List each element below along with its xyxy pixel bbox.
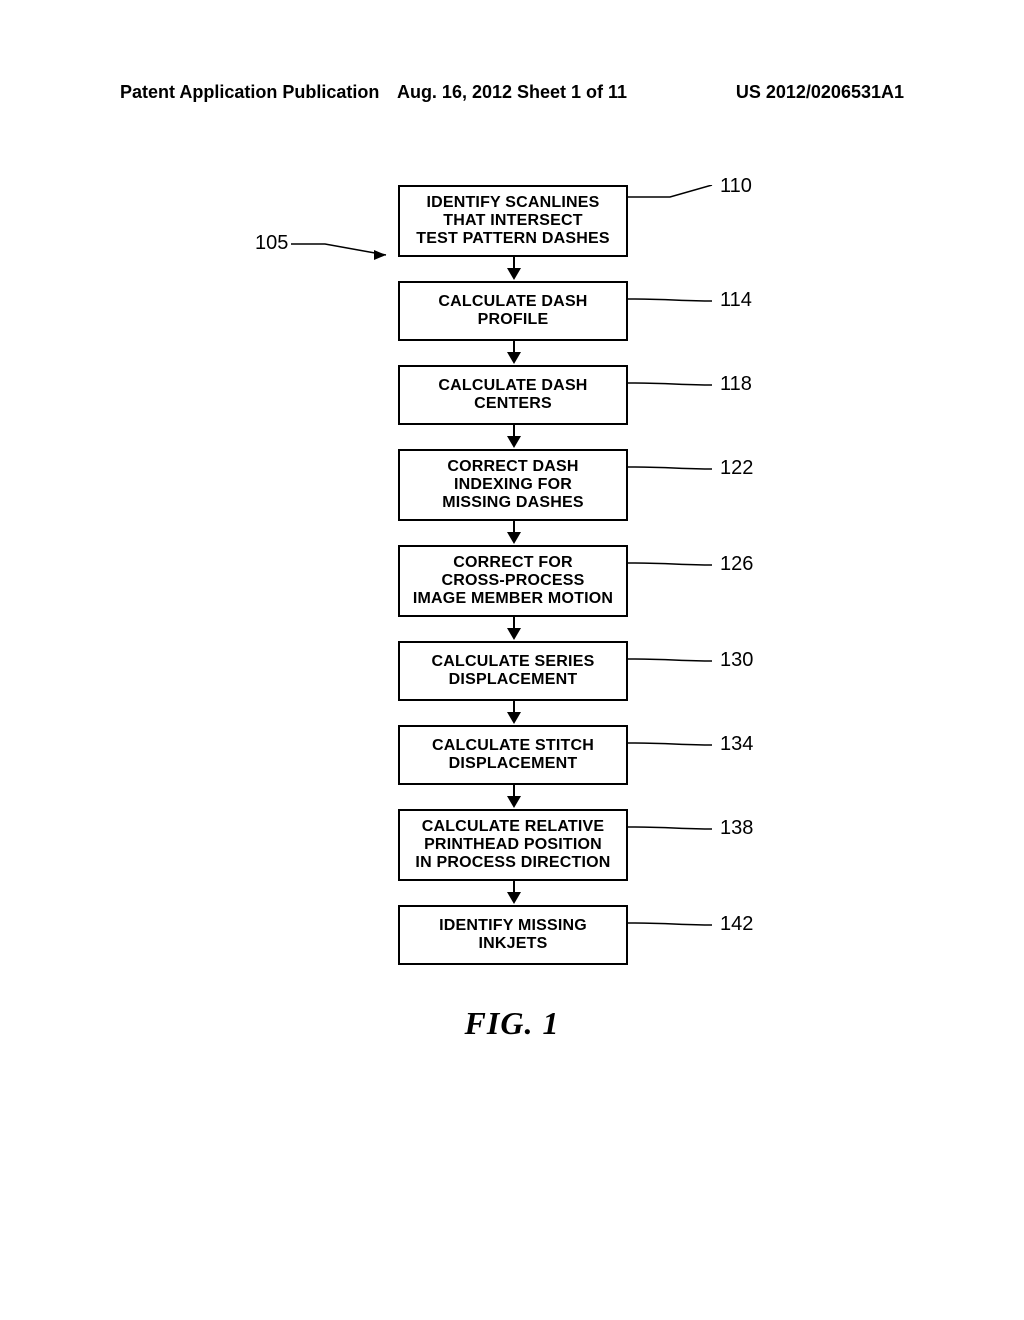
flow-step: CALCULATE SERIES DISPLACEMENT — [398, 641, 628, 701]
reference-number: 138 — [720, 817, 780, 840]
flow-step: IDENTIFY MISSING INKJETS — [398, 905, 628, 965]
flowchart: IDENTIFY SCANLINES THAT INTERSECT TEST P… — [0, 185, 1024, 1069]
flow-step-label: CORRECT DASH INDEXING FOR MISSING DASHES — [442, 458, 584, 512]
flow-step: CALCULATE RELATIVE PRINTHEAD POSITION IN… — [398, 809, 628, 881]
flowchart-area: IDENTIFY SCANLINES THAT INTERSECT TEST P… — [0, 185, 1024, 1069]
page: Patent Application Publication Aug. 16, … — [0, 0, 1024, 1320]
reference-number: 114 — [720, 289, 780, 312]
flow-step: CALCULATE DASH CENTERS — [398, 365, 628, 425]
reference-number: 126 — [720, 553, 780, 576]
flow-arrow — [398, 425, 628, 449]
flow-arrow — [398, 257, 628, 281]
flow-step: CORRECT FOR CROSS-PROCESS IMAGE MEMBER M… — [398, 545, 628, 617]
flow-step-label: IDENTIFY SCANLINES THAT INTERSECT TEST P… — [416, 194, 609, 248]
flow-step-label: CALCULATE STITCH DISPLACEMENT — [432, 737, 594, 773]
flow-step-label: IDENTIFY MISSING INKJETS — [439, 917, 587, 953]
header-center: Aug. 16, 2012 Sheet 1 of 11 — [397, 82, 627, 103]
flow-step: CORRECT DASH INDEXING FOR MISSING DASHES — [398, 449, 628, 521]
header-left: Patent Application Publication — [120, 82, 379, 103]
figure-caption: FIG. 1 — [465, 1005, 560, 1042]
flow-arrow — [398, 701, 628, 725]
header-right: US 2012/0206531A1 — [736, 82, 904, 103]
reference-number: 142 — [720, 913, 780, 936]
flow-arrow — [398, 341, 628, 365]
flow-arrow — [398, 617, 628, 641]
flow-step-label: CALCULATE RELATIVE PRINTHEAD POSITION IN… — [415, 818, 610, 872]
flow-arrow — [398, 521, 628, 545]
flow-step-label: CALCULATE DASH CENTERS — [438, 377, 587, 413]
flow-step: IDENTIFY SCANLINES THAT INTERSECT TEST P… — [398, 185, 628, 257]
reference-number: 105 — [255, 232, 315, 255]
flow-arrow — [398, 785, 628, 809]
flow-step-label: CORRECT FOR CROSS-PROCESS IMAGE MEMBER M… — [413, 554, 613, 608]
flow-arrow — [398, 881, 628, 905]
reference-number: 110 — [720, 175, 780, 198]
flow-step-label: CALCULATE SERIES DISPLACEMENT — [432, 653, 595, 689]
reference-number: 134 — [720, 733, 780, 756]
flow-step: CALCULATE DASH PROFILE — [398, 281, 628, 341]
flow-step: CALCULATE STITCH DISPLACEMENT — [398, 725, 628, 785]
reference-number: 118 — [720, 373, 780, 396]
flow-step-label: CALCULATE DASH PROFILE — [438, 293, 587, 329]
reference-number: 130 — [720, 649, 780, 672]
reference-number: 122 — [720, 457, 780, 480]
